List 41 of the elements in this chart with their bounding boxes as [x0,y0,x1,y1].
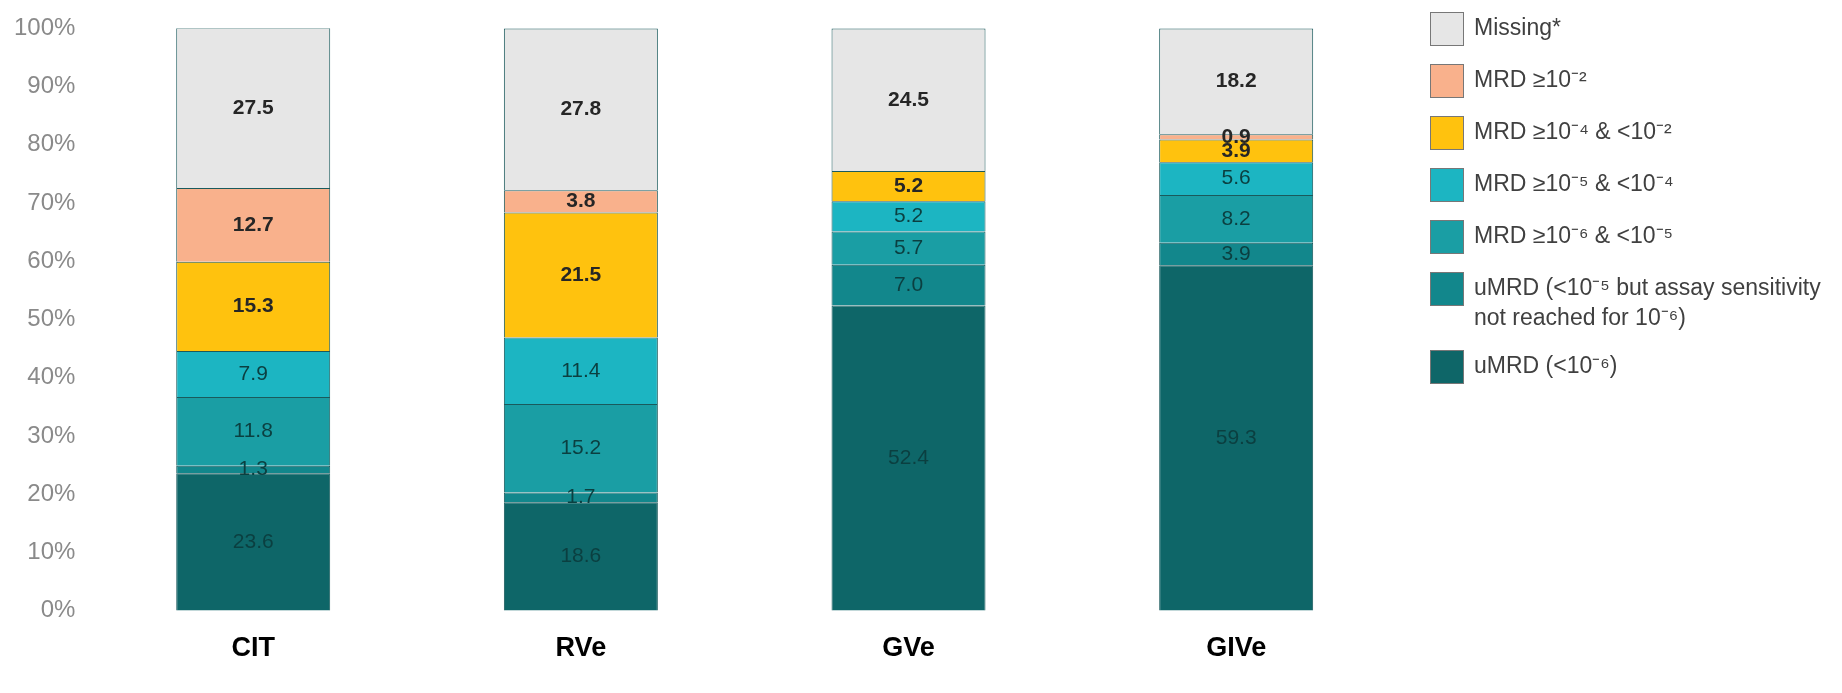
legend-label: MRD ≥10⁻⁴ & <10⁻² [1474,117,1672,146]
x-tick-label: RVe [555,632,607,663]
x-tick-label: GVe [882,632,935,663]
legend-label: MRD ≥10⁻² [1474,65,1587,94]
data-label: 15.2 [560,434,602,458]
data-label: 7.9 [238,360,268,384]
y-tick-label: 70% [27,187,76,215]
legend-label: Missing* [1474,13,1561,42]
x-tick-label: GIVe [1206,632,1267,663]
y-tick-label: 90% [27,71,76,99]
data-label: 12.7 [232,211,274,235]
data-label: 8.2 [1221,205,1251,229]
data-label: 3.9 [1221,240,1251,264]
legend-label: uMRD (<10⁻⁵ but assay sensitivity not reached for 10⁻⁶) [1474,273,1822,332]
x-tick-label: CIT [231,632,276,663]
data-label: 7.0 [893,271,924,295]
data-label: 11.8 [233,418,273,442]
y-tick-label: 10% [27,537,76,565]
y-tick-label: 50% [27,304,76,332]
data-label: 27.5 [232,94,274,118]
legend-label: uMRD (<10⁻⁶) [1474,351,1618,380]
data-label: 5.2 [893,203,924,227]
data-label: 24.5 [888,86,930,110]
data-label: 3.8 [566,188,596,212]
data-label: 5.7 [893,234,924,258]
data-label: 11.4 [561,357,601,381]
data-label: 27.8 [560,96,602,120]
legend-label: MRD ≥10⁻⁵ & <10⁻⁴ [1474,169,1674,198]
data-label: 5.2 [893,172,924,196]
data-label: 15.3 [232,293,274,317]
y-tick-label: 40% [27,362,76,390]
y-tick-label: 60% [27,245,76,273]
data-label: 21.5 [560,261,602,285]
legend-label: MRD ≥10⁻⁶ & <10⁻⁵ [1474,221,1674,250]
y-tick-label: 20% [27,478,76,506]
y-tick-label: 30% [27,420,76,448]
y-tick-label: 0% [40,595,76,623]
data-label: 5.6 [1221,165,1251,189]
data-label: 18.2 [1215,68,1257,92]
y-tick-label: 100% [13,13,76,41]
y-tick-label: 80% [27,129,76,157]
